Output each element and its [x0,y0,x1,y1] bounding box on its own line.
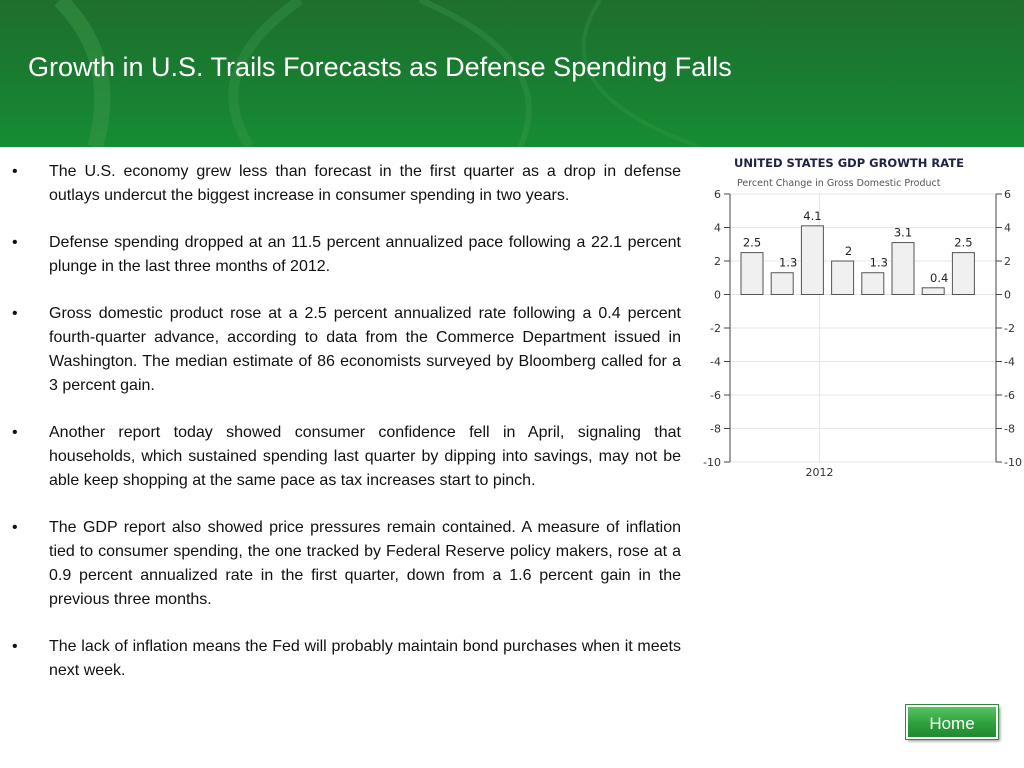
chart-axes: 6 6 4 4 2 2 0 0 -2 -2 -4 -4 -6 -6 -8 -8 -10 -10 2012 [703,188,1022,479]
y-tick-label-right: -10 [1004,456,1022,469]
y-tick-label-right: -8 [1004,423,1015,436]
y-tick-label-right: 0 [1004,289,1011,302]
bar-value-label: 2.5 [743,236,761,250]
y-tick-label-right: -2 [1004,322,1015,335]
y-tick-label-left: -6 [710,389,721,402]
y-tick-label-left: 0 [714,289,721,302]
bullet-item: • The lack of inflation means the Fed wi… [8,635,681,683]
slide-title: Growth in U.S. Trails Forecasts as Defen… [28,52,732,82]
bullet-text: Another report today showed consumer con… [49,424,681,489]
bar-value-label: 2.5 [954,236,972,250]
bar-value-label: 4.1 [803,209,821,223]
chart-bar [740,252,764,295]
chart-bar [951,252,975,295]
chart-bars [740,225,975,296]
y-tick-label-right: -6 [1004,389,1015,402]
bullet-item: • The GDP report also showed price press… [8,516,681,612]
y-tick-label-left: -4 [710,356,721,369]
slide-header: Growth in U.S. Trails Forecasts as Defen… [0,0,1024,147]
bullet-text: Defense spending dropped at an 11.5 perc… [49,234,681,275]
bar-value-label: 0.4 [930,271,948,285]
bullet-text: The U.S. economy grew less than forecast… [49,163,681,204]
header-swirl-decoration [54,0,701,147]
bullet-symbol: • [12,424,18,441]
bullet-item: • Gross domestic product rose at a 2.5 p… [8,302,681,398]
chart-labels: 2.5 1.3 4.1 2 1.3 3.1 0.4 2.5 [743,209,973,285]
bar-value-label: 1.3 [870,256,888,270]
chart-bar [891,242,915,295]
bullet-text: The lack of inflation means the Fed will… [49,638,681,679]
chart-grid [729,193,997,463]
gdp-growth-chart: UNITED STATES GDP GROWTH RATE Percent Ch… [703,156,1022,479]
chart-bar [770,272,794,295]
chart-bar [831,260,855,295]
bar-value-label: 2 [845,244,852,258]
bullet-item: • The U.S. economy grew less than foreca… [8,160,681,208]
bullet-item: • Defense spending dropped at an 11.5 pe… [8,231,681,279]
bullet-symbol: • [12,638,18,655]
home-button[interactable]: Home [905,704,999,740]
y-tick-label-right: 2 [1004,255,1011,268]
y-tick-label-right: -4 [1004,356,1015,369]
bullet-item: • Another report today showed consumer c… [8,421,681,493]
chart-bar [861,272,885,295]
y-tick-label-left: 2 [714,255,721,268]
y-tick-label-left: -10 [703,456,721,469]
bullet-symbol: • [12,519,18,536]
bar-value-label: 3.1 [894,226,912,240]
bullet-symbol: • [12,163,18,180]
chart-bar [921,287,945,296]
chart-title: UNITED STATES GDP GROWTH RATE [734,156,964,170]
y-tick-label-left: -8 [710,423,721,436]
chart-bar [800,225,824,295]
x-tick-label: 2012 [806,466,834,479]
y-tick-label-left: 4 [714,222,721,235]
bullet-list: • The U.S. economy grew less than foreca… [8,160,681,683]
bar-value-label: 1.3 [779,256,797,270]
y-tick-label-left: 6 [714,188,721,201]
y-tick-label-left: -2 [710,322,721,335]
y-tick-label-right: 4 [1004,222,1011,235]
bullet-symbol: • [12,234,18,251]
y-tick-label-right: 6 [1004,188,1011,201]
bullet-symbol: • [12,305,18,322]
bullet-text: Gross domestic product rose at a 2.5 per… [49,305,681,394]
chart-subtitle: Percent Change in Gross Domestic Product [737,178,941,189]
bullet-text: The GDP report also showed price pressur… [49,519,681,608]
